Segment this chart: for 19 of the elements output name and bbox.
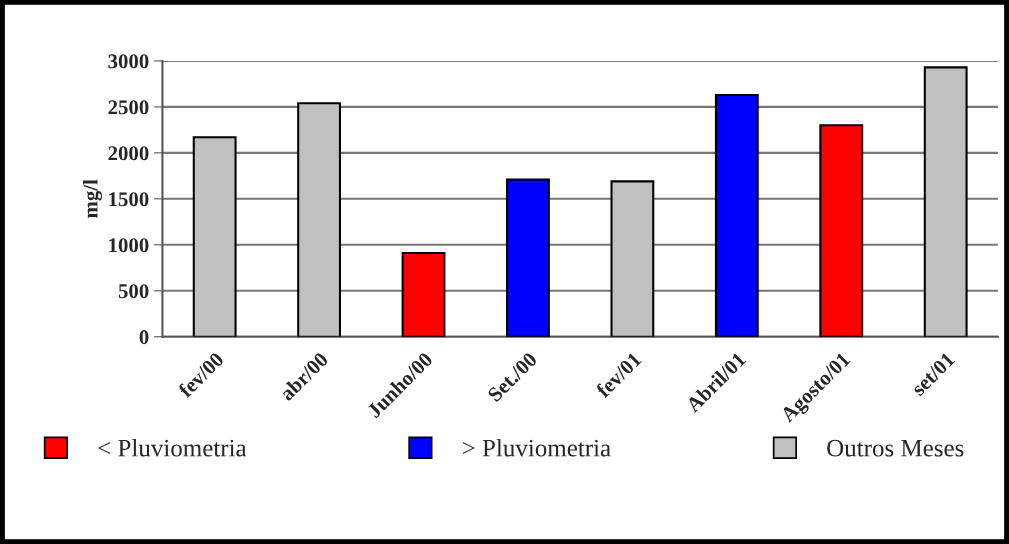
- bar: [401, 252, 446, 337]
- y-tick-label: 0: [139, 330, 149, 345]
- y-tick-label: 2500: [108, 100, 149, 115]
- bar: [923, 66, 968, 337]
- bar: [714, 93, 759, 337]
- y-tick-label: 3000: [108, 54, 149, 69]
- bar: [610, 180, 655, 337]
- y-tick-label: 1500: [109, 192, 149, 207]
- bar: [297, 102, 342, 337]
- y-tick-label: 500: [118, 284, 149, 299]
- y-tick-label: 2000: [108, 146, 149, 161]
- legend-label: Outros Meses: [827, 439, 964, 457]
- bar: [192, 136, 237, 337]
- y-axis-title: mg/l: [82, 179, 103, 218]
- bar: [506, 178, 550, 337]
- bar: [819, 124, 864, 337]
- legend-label: < Pluviometria: [98, 438, 247, 457]
- legend-label: > Pluviometria: [462, 438, 611, 457]
- y-tick-label: 1000: [109, 238, 149, 253]
